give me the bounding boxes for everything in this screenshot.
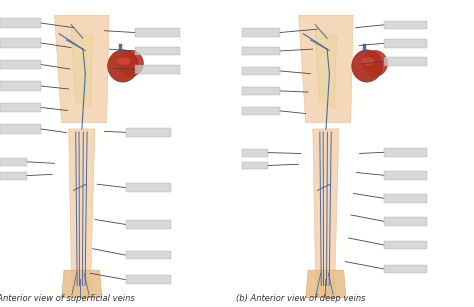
Bar bbox=[0, 124, 41, 134]
Polygon shape bbox=[315, 31, 337, 107]
Bar bbox=[242, 149, 268, 157]
Polygon shape bbox=[313, 129, 339, 298]
Ellipse shape bbox=[118, 51, 143, 76]
Bar bbox=[384, 241, 427, 249]
Polygon shape bbox=[69, 129, 95, 298]
Polygon shape bbox=[306, 270, 346, 298]
Bar bbox=[135, 28, 180, 37]
Ellipse shape bbox=[362, 57, 374, 65]
Bar bbox=[0, 38, 41, 48]
Bar bbox=[0, 103, 41, 112]
Bar bbox=[126, 275, 171, 284]
Bar bbox=[242, 47, 280, 55]
Bar bbox=[126, 128, 171, 137]
Text: (a) Anterior view of superficial veins: (a) Anterior view of superficial veins bbox=[0, 294, 135, 303]
Bar bbox=[0, 158, 27, 166]
Ellipse shape bbox=[108, 50, 138, 82]
Bar bbox=[384, 265, 427, 273]
Bar bbox=[242, 162, 268, 169]
Polygon shape bbox=[71, 31, 92, 107]
Ellipse shape bbox=[118, 57, 130, 65]
Bar bbox=[384, 148, 427, 157]
Ellipse shape bbox=[363, 51, 387, 76]
Bar bbox=[135, 65, 180, 74]
Bar bbox=[384, 194, 427, 203]
Bar bbox=[0, 18, 41, 28]
Polygon shape bbox=[299, 15, 353, 123]
Bar bbox=[242, 87, 280, 95]
Bar bbox=[242, 28, 280, 37]
Bar bbox=[126, 183, 171, 192]
Bar bbox=[242, 67, 280, 75]
Bar bbox=[384, 171, 427, 180]
Bar bbox=[126, 220, 171, 229]
Bar bbox=[384, 57, 427, 66]
Bar bbox=[0, 81, 41, 91]
Text: (b) Anterior view of deep veins: (b) Anterior view of deep veins bbox=[236, 294, 366, 303]
Bar bbox=[384, 21, 427, 29]
Polygon shape bbox=[62, 270, 102, 298]
Ellipse shape bbox=[352, 50, 382, 82]
Bar bbox=[384, 217, 427, 226]
Bar bbox=[135, 47, 180, 55]
Polygon shape bbox=[55, 15, 109, 123]
Bar bbox=[242, 107, 280, 115]
Bar bbox=[384, 39, 427, 48]
Bar bbox=[0, 60, 41, 69]
Bar bbox=[126, 251, 171, 259]
Bar bbox=[0, 172, 27, 180]
